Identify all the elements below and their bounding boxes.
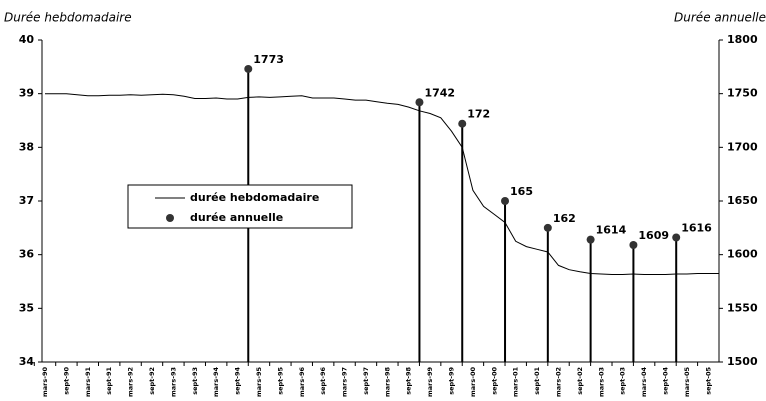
x-tick-label: sept-90: [62, 367, 70, 395]
x-tick-label: sept-01: [533, 367, 541, 395]
x-tick-label: mars-01: [512, 367, 520, 397]
x-tick-label: mars-99: [426, 367, 434, 397]
data-label: 1773: [253, 53, 284, 66]
x-tick-label: sept-05: [704, 367, 712, 395]
y-tick-label: 35: [19, 301, 34, 314]
line: [45, 93, 719, 275]
y2-axis-title: Durée annuelle: [674, 11, 766, 25]
y2-tick-label: 1600: [727, 248, 758, 261]
point: [415, 98, 424, 107]
x-tick-label: mars-91: [84, 367, 92, 397]
data-label: 162: [553, 212, 576, 225]
x-tick-label: mars-98: [383, 367, 391, 397]
data-label: 1742: [424, 86, 455, 99]
y2-tick-label: 1800: [727, 33, 758, 46]
x-tick-label: sept-98: [405, 367, 413, 395]
y-tick-label: 37: [19, 194, 34, 207]
y-tick-label: 40: [19, 33, 35, 46]
legend-label: durée hebdomadaire: [190, 191, 319, 204]
y2-tick-label: 1750: [727, 87, 758, 100]
y-tick-label: 36: [19, 248, 35, 261]
point: [672, 233, 681, 242]
y-tick-label: 38: [19, 140, 34, 153]
data-label: 1609: [638, 229, 669, 242]
x-tick-label: sept-02: [576, 367, 584, 395]
y2-tick-label: 1500: [727, 355, 758, 368]
y-tick-label: 39: [19, 87, 34, 100]
point: [586, 235, 595, 244]
x-tick-label: sept-97: [362, 367, 370, 395]
y2-tick-label: 1550: [727, 301, 758, 314]
x-tick-label: sept-95: [276, 367, 284, 395]
data-label: 1614: [596, 224, 627, 237]
data-label: 1616: [681, 221, 712, 234]
y-axis-title: Durée hebdomadaire: [4, 11, 132, 25]
x-tick-label: mars-97: [341, 367, 349, 397]
x-tick-label: mars-04: [640, 367, 648, 397]
x-tick-label: mars-94: [212, 367, 220, 397]
x-tick-label: mars-03: [597, 367, 605, 397]
x-tick-label: sept-00: [490, 367, 498, 395]
x-tick-label: sept-94: [234, 367, 242, 395]
x-tick-label: sept-96: [319, 367, 327, 395]
point: [543, 223, 552, 232]
x-tick-label: sept-93: [191, 367, 199, 395]
x-tick-label: sept-03: [619, 367, 627, 395]
x-tick-label: sept-99: [448, 367, 456, 395]
point: [629, 241, 638, 250]
point: [458, 119, 467, 128]
point: [501, 197, 510, 205]
x-tick-label: mars-95: [255, 367, 263, 397]
x-tick-label: mars-05: [683, 367, 691, 397]
x-tick-label: mars-02: [555, 367, 563, 397]
x-tick-label: sept-04: [662, 367, 670, 395]
legend-box: [127, 184, 353, 229]
x-tick-label: sept-92: [148, 367, 156, 395]
x-tick-label: mars-96: [298, 367, 306, 397]
data-label: 165: [510, 185, 533, 198]
x-tick-label: sept-91: [105, 367, 113, 395]
x-tick-label: mars-90: [41, 367, 49, 397]
y-tick-label: 34: [19, 355, 35, 368]
x-tick-label: mars-00: [469, 367, 477, 397]
data-label: 172: [467, 108, 490, 121]
legend-symbol: [166, 214, 174, 222]
y2-tick-label: 1650: [727, 194, 758, 207]
x-tick-label: mars-93: [169, 367, 177, 397]
x-tick-label: mars-92: [127, 367, 135, 397]
y2-tick-label: 1700: [727, 140, 758, 153]
legend-label: durée annuelle: [190, 211, 283, 224]
legend: durée hebdomadaire durée annuelle: [127, 184, 353, 229]
point: [244, 64, 253, 73]
